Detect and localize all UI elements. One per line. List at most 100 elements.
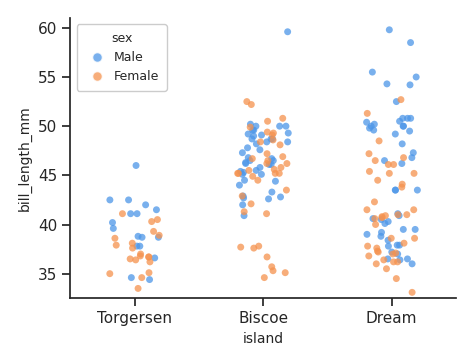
Point (255, 243, 263, 249)
Point (145, 254, 153, 260)
Point (363, 119, 370, 125)
Point (240, 195, 247, 201)
Point (263, 151, 271, 157)
Point (400, 240, 408, 246)
Point (367, 123, 375, 129)
Point (252, 123, 260, 129)
Point (411, 226, 419, 232)
Point (394, 259, 401, 265)
Point (283, 187, 290, 193)
Point (146, 277, 154, 282)
Point (245, 131, 252, 137)
Point (378, 229, 385, 235)
Point (382, 213, 389, 218)
Point (384, 237, 392, 243)
Point (270, 158, 277, 163)
Point (369, 69, 376, 75)
Point (269, 268, 277, 274)
Point (404, 256, 411, 262)
Point (410, 150, 417, 156)
Point (404, 115, 411, 121)
Point (392, 131, 399, 137)
Point (392, 187, 399, 193)
Legend: Male, Female: Male, Female (76, 24, 167, 91)
Point (393, 242, 401, 248)
Point (394, 212, 402, 218)
Point (374, 248, 381, 254)
Point (263, 211, 270, 217)
Point (396, 257, 404, 263)
Point (250, 245, 257, 251)
Point (400, 123, 407, 129)
Point (112, 242, 120, 248)
Point (256, 139, 264, 145)
Point (408, 155, 416, 161)
Point (132, 257, 139, 263)
Point (384, 243, 392, 249)
Point (256, 165, 264, 170)
Point (265, 162, 273, 167)
Point (277, 165, 285, 170)
Point (137, 251, 145, 257)
Point (395, 213, 403, 218)
Point (128, 240, 136, 246)
Point (142, 202, 149, 208)
Point (254, 177, 262, 183)
Point (264, 158, 272, 163)
Point (237, 169, 244, 174)
Point (238, 193, 246, 199)
Point (392, 250, 400, 256)
Point (269, 137, 277, 143)
Point (407, 40, 414, 46)
Point (235, 170, 242, 176)
Point (371, 121, 378, 127)
Point (267, 136, 275, 142)
Point (399, 115, 407, 121)
Point (389, 251, 397, 257)
Point (270, 130, 277, 136)
Point (242, 161, 249, 166)
Point (261, 275, 268, 281)
Point (250, 127, 257, 133)
Point (369, 216, 377, 222)
Point (127, 211, 135, 217)
Point (109, 219, 116, 225)
Point (243, 99, 251, 104)
Point (284, 130, 292, 136)
Point (239, 202, 246, 208)
Point (236, 182, 243, 188)
Point (374, 249, 382, 255)
Point (387, 236, 395, 241)
Point (155, 232, 163, 238)
Point (375, 138, 383, 144)
Point (238, 171, 246, 177)
Point (256, 147, 264, 153)
Point (129, 245, 137, 251)
Point (272, 178, 279, 184)
Point (138, 275, 146, 281)
Point (372, 158, 379, 163)
Point (151, 255, 158, 261)
Point (407, 115, 414, 121)
Point (240, 213, 248, 218)
Point (252, 167, 260, 173)
Point (399, 123, 407, 129)
Point (241, 177, 248, 183)
Point (234, 170, 241, 176)
Point (394, 211, 401, 217)
Point (244, 145, 251, 151)
Point (408, 261, 416, 267)
Point (383, 81, 391, 87)
Point (370, 127, 377, 133)
Point (378, 217, 385, 222)
Point (242, 160, 249, 166)
Point (145, 270, 153, 276)
Point (282, 123, 290, 129)
Point (268, 189, 276, 195)
Point (410, 170, 418, 176)
Point (411, 236, 419, 241)
Point (125, 197, 132, 203)
Point (400, 226, 407, 232)
Point (279, 154, 287, 159)
Point (392, 99, 400, 104)
